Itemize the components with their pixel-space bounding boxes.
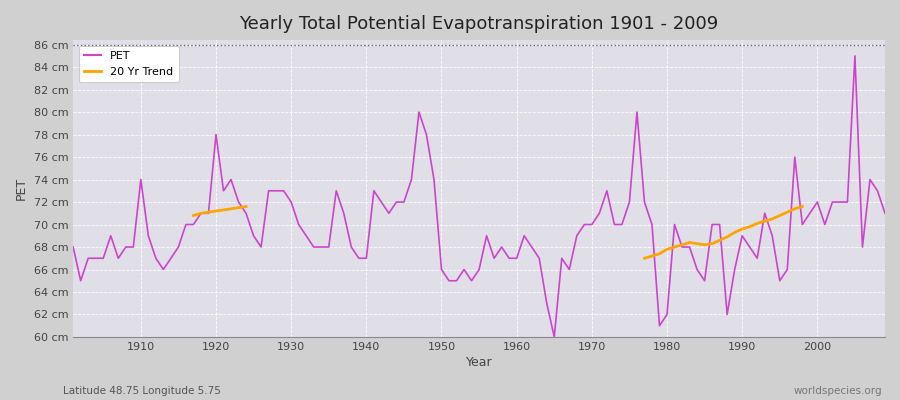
Title: Yearly Total Potential Evapotranspiration 1901 - 2009: Yearly Total Potential Evapotranspiratio…: [239, 15, 719, 33]
Text: Latitude 48.75 Longitude 5.75: Latitude 48.75 Longitude 5.75: [63, 386, 220, 396]
Legend: PET, 20 Yr Trend: PET, 20 Yr Trend: [78, 46, 178, 82]
Text: worldspecies.org: worldspecies.org: [794, 386, 882, 396]
X-axis label: Year: Year: [466, 356, 492, 369]
Y-axis label: PET: PET: [15, 177, 28, 200]
